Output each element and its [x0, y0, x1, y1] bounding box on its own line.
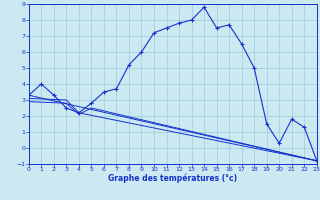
- X-axis label: Graphe des températures (°c): Graphe des températures (°c): [108, 174, 237, 183]
